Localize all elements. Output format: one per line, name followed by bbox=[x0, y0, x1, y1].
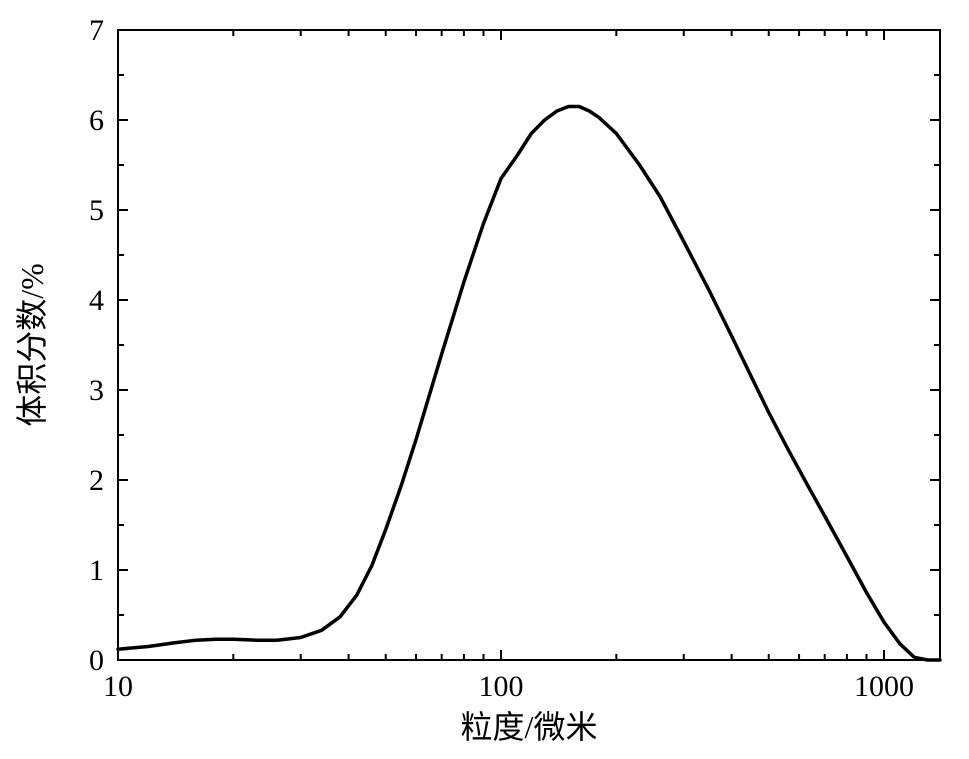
x-tick-label: 100 bbox=[479, 670, 524, 703]
plot-border bbox=[118, 30, 940, 660]
y-axis-label: 体积分数/% bbox=[14, 263, 50, 427]
data-series-line bbox=[118, 107, 940, 661]
y-tick-label: 0 bbox=[89, 644, 104, 677]
x-axis-label: 粒度/微米 bbox=[461, 709, 598, 745]
x-tick-label: 10 bbox=[103, 670, 133, 703]
y-tick-label: 5 bbox=[89, 194, 104, 227]
x-tick-label: 1000 bbox=[854, 670, 914, 703]
y-tick-label: 3 bbox=[89, 374, 104, 407]
y-tick-label: 1 bbox=[89, 554, 104, 587]
y-tick-label: 2 bbox=[89, 464, 104, 497]
y-tick-label: 6 bbox=[89, 104, 104, 137]
chart-container: 10 100 1000 0 1 2 3 4 5 6 7 粒度/微米 体积分数/% bbox=[0, 0, 969, 759]
chart-svg: 10 100 1000 0 1 2 3 4 5 6 7 粒度/微米 体积分数/% bbox=[0, 0, 969, 759]
y-tick-label: 4 bbox=[89, 284, 104, 317]
y-tick-label: 7 bbox=[89, 14, 104, 47]
